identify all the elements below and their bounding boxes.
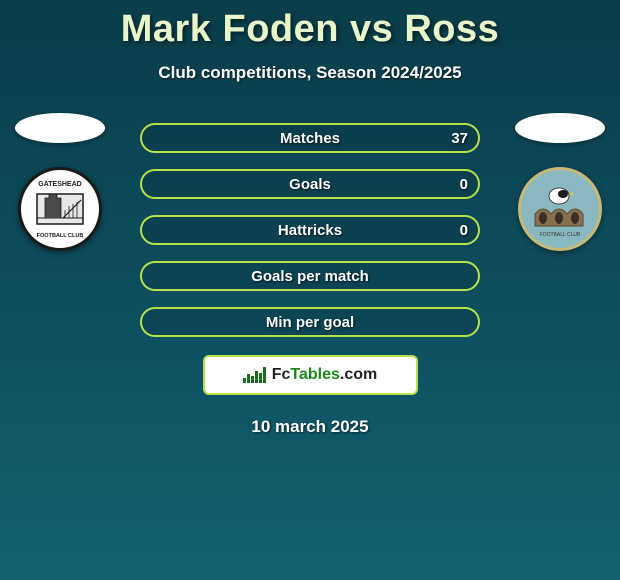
stats-list: Matches 37 Goals 0 Hattricks 0 Goals per… bbox=[140, 123, 480, 337]
brand-badge[interactable]: FcTables.com bbox=[203, 355, 418, 395]
stat-right-value: 0 bbox=[460, 222, 468, 239]
date-label: 10 march 2025 bbox=[0, 417, 620, 437]
left-player-avatar bbox=[15, 113, 105, 143]
stat-label: Matches bbox=[280, 130, 340, 147]
page-title: Mark Foden vs Ross bbox=[0, 0, 620, 51]
stat-label: Hattricks bbox=[278, 222, 342, 239]
svg-text:FOOTBALL CLUB: FOOTBALL CLUB bbox=[540, 232, 581, 238]
bar-chart-icon bbox=[243, 367, 266, 383]
gateshead-crest-icon: GATESHEAD FOOTBALL CLUB bbox=[25, 174, 95, 244]
stat-row-goals: Goals 0 bbox=[140, 169, 480, 199]
left-club-badge: GATESHEAD FOOTBALL CLUB bbox=[18, 167, 102, 251]
left-player-area: GATESHEAD FOOTBALL CLUB bbox=[10, 113, 110, 251]
brand-text: FcTables.com bbox=[272, 366, 378, 384]
right-club-badge: FOOTBALL CLUB bbox=[518, 167, 602, 251]
stat-row-min-per-goal: Min per goal bbox=[140, 307, 480, 337]
brand-suffix: Tables bbox=[290, 366, 340, 383]
stat-label: Goals bbox=[289, 176, 331, 193]
stat-right-value: 0 bbox=[460, 176, 468, 193]
brand-tld: .com bbox=[340, 366, 377, 383]
right-player-avatar bbox=[515, 113, 605, 143]
crest-bottom-text: FOOTBALL CLUB bbox=[37, 233, 84, 239]
right-crest-icon: FOOTBALL CLUB bbox=[525, 174, 595, 244]
crest-top-text: GATESHEAD bbox=[38, 181, 81, 188]
stat-label: Goals per match bbox=[251, 268, 369, 285]
stat-label: Min per goal bbox=[266, 314, 354, 331]
stat-row-hattricks: Hattricks 0 bbox=[140, 215, 480, 245]
stat-row-goals-per-match: Goals per match bbox=[140, 261, 480, 291]
comparison-content: GATESHEAD FOOTBALL CLUB bbox=[0, 123, 620, 337]
subtitle: Club competitions, Season 2024/2025 bbox=[0, 63, 620, 83]
brand-prefix: Fc bbox=[272, 366, 291, 383]
right-player-area: FOOTBALL CLUB bbox=[510, 113, 610, 251]
stat-row-matches: Matches 37 bbox=[140, 123, 480, 153]
stat-right-value: 37 bbox=[451, 130, 468, 147]
